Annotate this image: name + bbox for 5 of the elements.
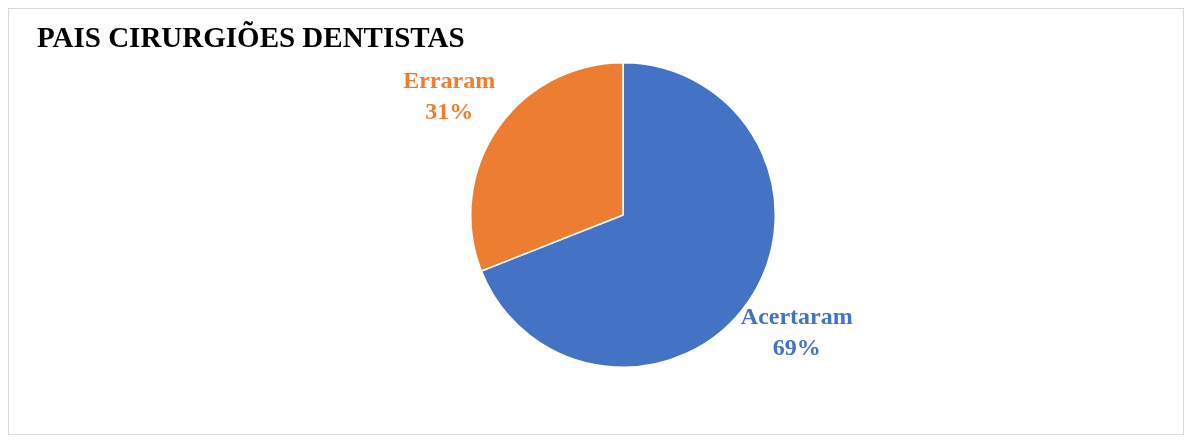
- slice-label: Erraram: [403, 67, 496, 94]
- slice-label: Acertaram: [740, 303, 853, 330]
- chart-title: PAIS CIRURGIÕES DENTISTAS: [37, 21, 465, 54]
- data-label: 31%: [425, 98, 474, 125]
- data-label: 69%: [772, 334, 821, 361]
